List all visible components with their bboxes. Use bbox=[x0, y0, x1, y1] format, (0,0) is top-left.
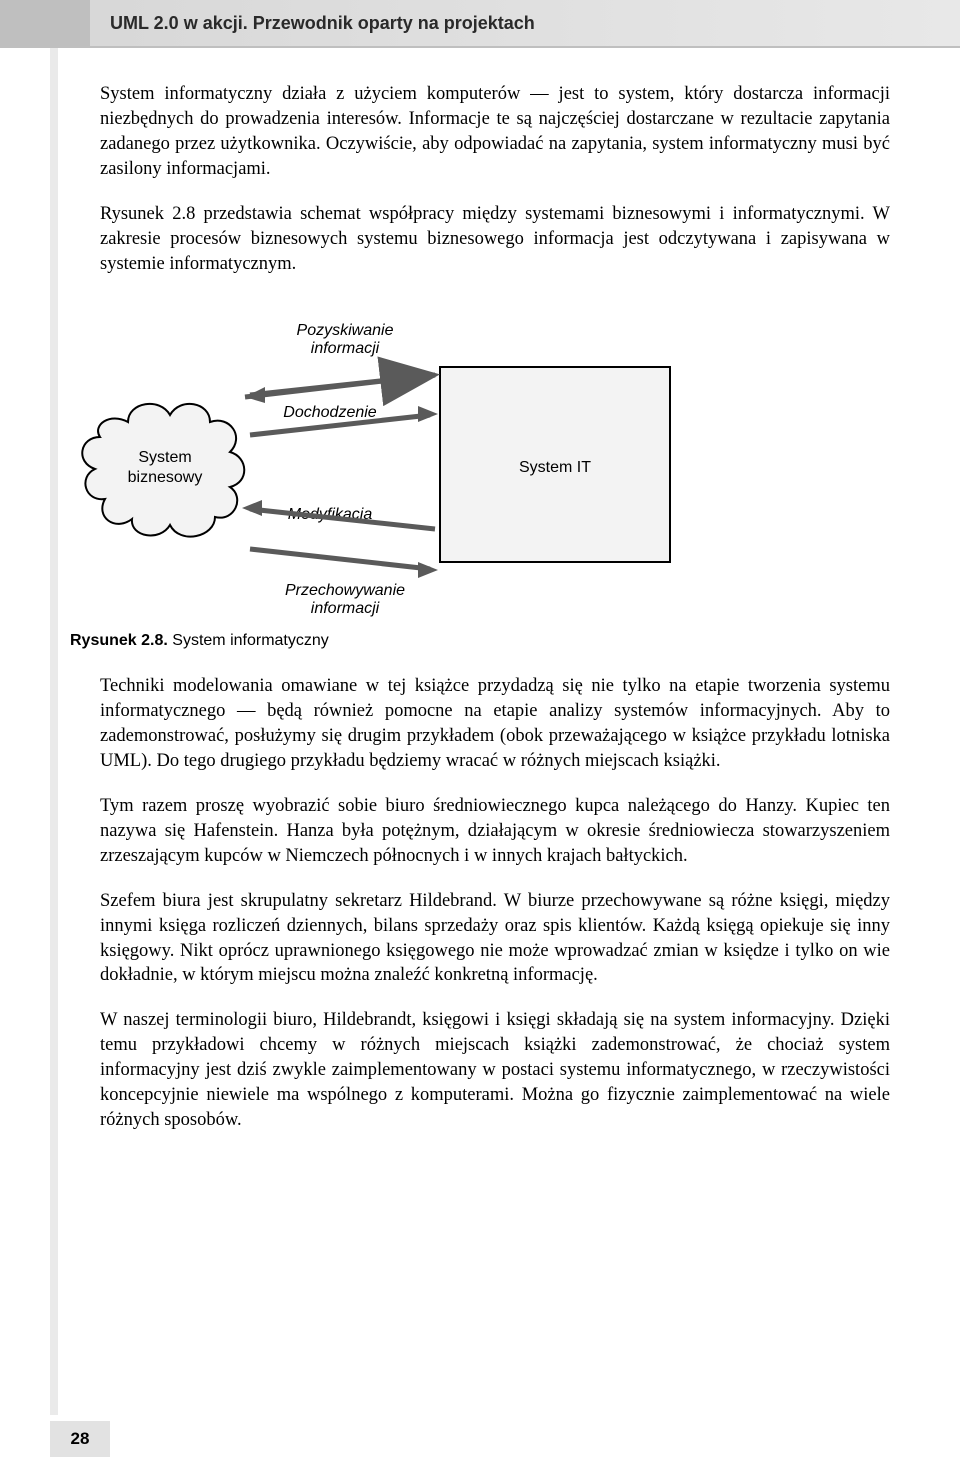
page-number-text: 28 bbox=[71, 1429, 90, 1449]
label-pozyskiwanie-a: Pozyskiwanie bbox=[297, 322, 394, 339]
cloud-label-1: System bbox=[138, 449, 191, 466]
header-tab bbox=[0, 0, 90, 48]
arrow-przechowywanie: Przechowywanie informacji bbox=[250, 549, 438, 617]
arrow-modyfikacja: Modyfikacja bbox=[242, 500, 435, 529]
label-przechowywanie-b: informacji bbox=[311, 600, 380, 617]
label-przechowywanie-a: Przechowywanie bbox=[285, 582, 405, 599]
figure-2-8: System biznesowy System IT bbox=[70, 297, 890, 622]
paragraph-3: Techniki modelowania omawiane w tej ksią… bbox=[100, 674, 890, 774]
page: UML 2.0 w akcji. Przewodnik oparty na pr… bbox=[0, 0, 960, 1475]
figure-svg: System biznesowy System IT bbox=[70, 297, 690, 617]
paragraph-5: Szefem biura jest skrupulatny sekretarz … bbox=[100, 889, 890, 989]
paragraph-1: System informatyczny działa z użyciem ko… bbox=[100, 82, 890, 182]
label-dochodzenie: Dochodzenie bbox=[283, 404, 377, 421]
page-number: 28 bbox=[50, 1421, 110, 1457]
content-area: System informatyczny działa z użyciem ko… bbox=[0, 48, 960, 1133]
header-title: UML 2.0 w akcji. Przewodnik oparty na pr… bbox=[110, 13, 535, 34]
arrow-dochodzenie: Dochodzenie bbox=[250, 404, 438, 435]
paragraph-4: Tym razem proszę wyobrazić sobie biuro ś… bbox=[100, 794, 890, 869]
figure-caption-rest: System informatyczny bbox=[168, 632, 329, 649]
label-pozyskiwanie-b: informacji bbox=[311, 340, 380, 357]
figure-caption: Rysunek 2.8. System informatyczny bbox=[70, 632, 890, 650]
side-strip bbox=[50, 48, 58, 1415]
page-header: UML 2.0 w akcji. Przewodnik oparty na pr… bbox=[0, 0, 960, 48]
paragraph-6: W naszej terminologii biuro, Hildebrandt… bbox=[100, 1008, 890, 1133]
box-label: System IT bbox=[519, 459, 591, 476]
paragraph-2: Rysunek 2.8 przedstawia schemat współpra… bbox=[100, 202, 890, 277]
cloud-label-2: biznesowy bbox=[128, 469, 203, 486]
system-it-box: System IT bbox=[440, 367, 670, 562]
figure-caption-bold: Rysunek 2.8. bbox=[70, 632, 168, 649]
arrow-pozyskiwanie: Pozyskiwanie informacji bbox=[245, 322, 435, 403]
cloud-shape: System biznesowy bbox=[82, 404, 244, 537]
